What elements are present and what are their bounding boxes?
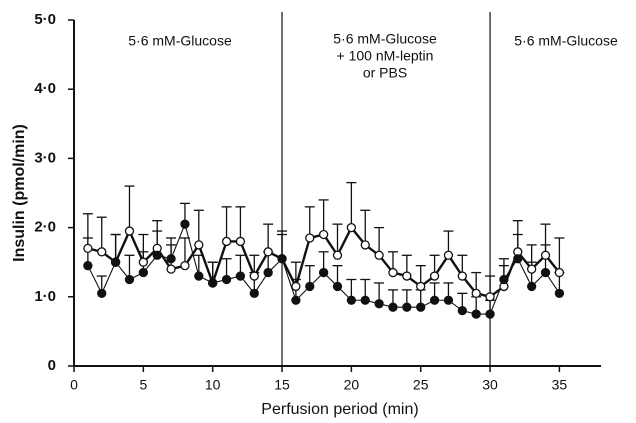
- data-point: [485, 309, 495, 319]
- data-point: [194, 240, 204, 250]
- data-point: [485, 292, 495, 302]
- y-tick-label: 4·0: [34, 80, 56, 97]
- x-tick-label: 5: [139, 377, 147, 393]
- data-point: [346, 222, 357, 233]
- data-point: [166, 264, 176, 274]
- data-point: [318, 229, 329, 240]
- data-point: [332, 250, 343, 260]
- data-point: [360, 295, 370, 305]
- data-point: [221, 236, 232, 247]
- data-point: [402, 271, 412, 281]
- data-point: [305, 281, 315, 292]
- y-tick-label: 1·0: [34, 288, 56, 305]
- y-axis-label: Insulin (pmol/min): [11, 124, 28, 262]
- data-point: [471, 288, 481, 298]
- data-point: [208, 278, 218, 288]
- annotation: or PBS: [363, 65, 407, 81]
- data-point: [429, 271, 440, 281]
- data-point: [235, 271, 246, 281]
- y-tick-label: 2·0: [34, 219, 56, 236]
- data-point: [540, 250, 551, 260]
- data-point: [457, 305, 467, 316]
- data-point: [346, 295, 357, 305]
- data-point: [97, 247, 107, 257]
- data-point: [554, 267, 565, 278]
- data-point: [97, 288, 107, 298]
- data-point: [416, 281, 426, 292]
- data-point: [194, 271, 204, 281]
- data-point: [360, 240, 370, 250]
- data-point: [429, 295, 440, 305]
- x-tick-label: 35: [552, 377, 568, 393]
- data-point: [305, 233, 315, 243]
- data-point: [471, 309, 481, 319]
- data-point: [124, 274, 135, 285]
- x-tick-label: 25: [413, 377, 429, 393]
- data-point: [291, 295, 301, 305]
- data-point: [138, 267, 148, 278]
- data-point: [443, 250, 454, 260]
- data-point: [83, 261, 93, 271]
- annotation: 5·6 mM-Glucose: [128, 33, 232, 49]
- data-point: [291, 281, 301, 292]
- x-axis-label: Perfusion period (min): [261, 401, 418, 418]
- data-point: [527, 281, 537, 292]
- data-point: [499, 274, 509, 285]
- data-point: [180, 261, 190, 271]
- data-point: [527, 264, 537, 274]
- data-point: [332, 281, 343, 292]
- data-point: [180, 219, 190, 229]
- data-point: [388, 267, 398, 278]
- data-point: [83, 243, 93, 254]
- data-point: [443, 295, 454, 305]
- data-point: [540, 267, 551, 278]
- x-tick-label: 0: [70, 377, 78, 393]
- annotation: 5·6 mM-Glucose: [333, 31, 437, 47]
- x-tick-label: 30: [482, 377, 498, 393]
- data-point: [402, 302, 412, 312]
- data-point: [138, 257, 148, 267]
- y-tick-label: 3·0: [34, 149, 56, 166]
- x-tick-label: 10: [205, 377, 221, 393]
- y-tick-label: 5·0: [34, 11, 56, 28]
- data-point: [249, 288, 259, 298]
- x-tick-label: 20: [344, 377, 360, 393]
- data-point: [277, 254, 287, 264]
- data-point: [374, 250, 384, 260]
- x-tick-label: 15: [274, 377, 290, 393]
- data-point: [166, 254, 176, 264]
- annotation: + 100 nM-leptin: [337, 48, 434, 64]
- data-point: [554, 288, 565, 298]
- y-tick-label: 0: [48, 357, 56, 374]
- data-point: [235, 236, 246, 247]
- data-point: [110, 257, 121, 267]
- data-point: [457, 271, 467, 281]
- data-point: [416, 302, 426, 312]
- data-point: [318, 267, 329, 278]
- data-point: [263, 247, 273, 257]
- data-point: [124, 226, 135, 236]
- data-point: [513, 254, 523, 264]
- data-point: [249, 271, 259, 281]
- data-point: [263, 267, 273, 278]
- data-point: [388, 302, 398, 312]
- annotation: 5·6 mM-Glucose: [514, 33, 618, 49]
- data-point: [374, 299, 384, 309]
- data-point: [221, 274, 232, 285]
- data-point: [152, 250, 162, 260]
